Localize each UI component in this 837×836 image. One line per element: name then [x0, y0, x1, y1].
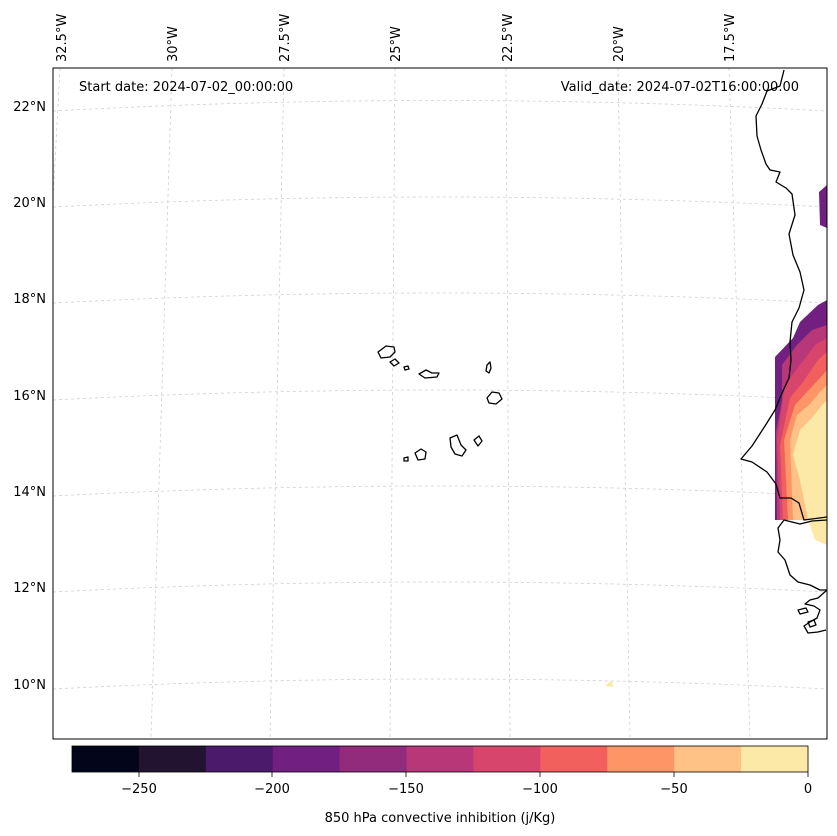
- colorbar-swatch-7: [540, 746, 608, 772]
- lon-label-17-5w: 17.5°W: [723, 14, 738, 62]
- island-fogo: [414, 448, 427, 461]
- colorbar-tick-labels: −250 −200 −150 −100 −50 0: [121, 782, 812, 797]
- lat-label-20n: 20°N: [13, 196, 46, 211]
- cin-contour-north-patch: [819, 185, 827, 228]
- parallel-22n: [53, 100, 827, 112]
- island-sao-nicolau: [418, 369, 440, 379]
- cin-contour-south-speck: [605, 680, 613, 687]
- colorbar-ticklabel-m150: −150: [388, 782, 424, 797]
- colorbar-swatch-5: [406, 746, 474, 772]
- cin-filled-contours: [605, 185, 827, 687]
- island-santa-luzia: [403, 365, 410, 371]
- parallel-10n: [53, 678, 827, 690]
- latitude-labels: 22°N 20°N 18°N 16°N 14°N 12°N 10°N: [13, 100, 46, 693]
- meridian-22-5w: [505, 68, 511, 739]
- lon-label-22-5w: 22.5°W: [501, 14, 516, 62]
- island-sal: [485, 361, 492, 374]
- island-sao-vicente: [389, 358, 400, 367]
- cin-contour-l7: [793, 400, 827, 545]
- island-brava: [403, 456, 409, 462]
- lat-label-16n: 16°N: [13, 389, 46, 404]
- colorbar-ticklabel-m200: −200: [254, 782, 290, 797]
- lon-label-27-5w: 27.5°W: [278, 14, 293, 62]
- coastlines: [377, 69, 827, 634]
- map-background: [53, 68, 827, 739]
- colorbar-ticklabel-0: 0: [804, 782, 812, 797]
- lat-label-12n: 12°N: [13, 581, 46, 596]
- island-maio: [473, 435, 483, 447]
- parallel-16n: [53, 389, 827, 401]
- colorbar-ticklabel-m100: −100: [522, 782, 558, 797]
- map-frame-border: [52, 67, 828, 740]
- colorbar: −250 −200 −150 −100 −50 0 850 hPa convec…: [71, 745, 812, 826]
- meridian-20w: [617, 68, 631, 739]
- meridian-32-5w: [53, 68, 61, 201]
- meridian-25w: [389, 68, 396, 739]
- parallel-20n: [53, 196, 827, 208]
- parallel-12n: [53, 581, 827, 593]
- map-panel: Start date: 2024-07-02_00:00:00 Valid_da…: [52, 67, 828, 740]
- lon-label-20w: 20°W: [612, 26, 627, 62]
- longitude-labels: 32.5°W 30°W 27.5°W 25°W 22.5°W 20°W 17.5…: [55, 14, 738, 62]
- valid-date-text: Valid_date: 2024-07-02T16:00:00.00: [561, 80, 799, 95]
- colorbar-swatch-6: [473, 746, 541, 772]
- lat-label-22n: 22°N: [13, 100, 46, 115]
- colorbar-outline: [71, 745, 809, 773]
- colorbar-swatch-0: [72, 746, 140, 772]
- guinea-bissau-coast: [803, 589, 827, 634]
- lon-label-25w: 25°W: [389, 26, 404, 62]
- colorbar-swatch-10: [741, 746, 809, 772]
- colorbar-label: 850 hPa convective inhibition (j/Kg): [325, 811, 556, 826]
- lat-label-14n: 14°N: [13, 485, 46, 500]
- gambia-senegal-coast: [777, 519, 827, 591]
- bijagos-island-b: [807, 619, 817, 628]
- island-boa-vista: [486, 391, 503, 405]
- graticule: [53, 68, 827, 739]
- lon-label-32-5w: 32.5°W: [55, 14, 70, 62]
- lon-label-30w: 30°W: [166, 26, 181, 62]
- island-santiago: [449, 434, 467, 457]
- colorbar-ticks: [138, 772, 809, 777]
- colorbar-swatch-4: [339, 746, 408, 772]
- lat-label-18n: 18°N: [13, 292, 46, 307]
- colorbar-ticklabel-m250: −250: [121, 782, 157, 797]
- start-date-text: Start date: 2024-07-02_00:00:00: [79, 80, 293, 95]
- colorbar-swatch-1: [138, 746, 207, 772]
- bijagos-island-a: [797, 607, 809, 615]
- colorbar-ticklabel-m50: −50: [660, 782, 687, 797]
- colorbar-swatch-2: [205, 746, 274, 772]
- island-santo-antao: [377, 345, 396, 359]
- west-africa-coastline: [740, 69, 827, 521]
- parallel-14n: [53, 485, 827, 497]
- meridian-17-5w: [728, 68, 751, 739]
- colorbar-swatch-3: [272, 746, 341, 772]
- meridian-27-5w: [269, 68, 285, 739]
- parallel-18n: [53, 292, 827, 304]
- colorbar-swatches: [72, 746, 809, 772]
- colorbar-swatch-9: [674, 746, 742, 772]
- colorbar-swatch-8: [607, 746, 675, 772]
- meridian-30w: [150, 68, 173, 739]
- lat-label-10n: 10°N: [13, 678, 46, 693]
